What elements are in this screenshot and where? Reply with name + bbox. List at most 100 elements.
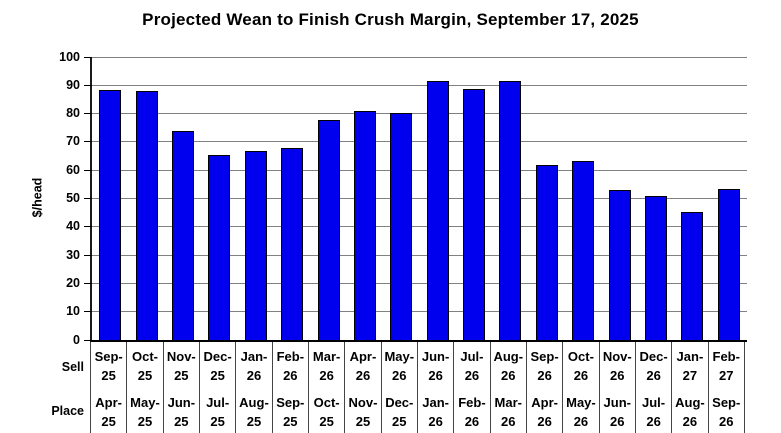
sell-label: Jan- 26 — [236, 345, 271, 387]
bar-slot — [310, 57, 346, 340]
bar-slot — [711, 57, 747, 340]
sell-label: Apr- 26 — [345, 345, 380, 387]
sell-label: Jul- 26 — [454, 345, 489, 387]
bar-Dec-25 — [208, 155, 231, 340]
label-line: 26 — [319, 368, 334, 383]
place-label: Oct- 25 — [309, 391, 344, 433]
bar-Apr-26 — [353, 111, 376, 340]
bar-slot — [347, 57, 383, 340]
place-label: Dec- 25 — [382, 391, 417, 433]
y-tick-label: 60 — [66, 162, 80, 177]
label-line: 26 — [464, 414, 480, 429]
gridline — [92, 226, 747, 228]
label-line: Apr- — [349, 349, 377, 364]
label-line: Dec- — [385, 395, 414, 410]
bar-slot — [92, 57, 128, 340]
bar-slot — [383, 57, 419, 340]
plot-area: 0 10 20 30 40 50 60 70 80 90 100 — [59, 50, 747, 347]
label-line: 26 — [428, 414, 443, 429]
y-tick-label: 80 — [66, 106, 80, 121]
place-label: May- 25 — [127, 391, 162, 433]
label-line: 25 — [210, 368, 225, 383]
x-label-column: Sep- 26 Apr- 26 — [525, 342, 562, 433]
gridline — [92, 282, 747, 284]
label-line: May- — [130, 395, 160, 410]
place-label: Jun- 26 — [600, 391, 635, 433]
label-line: 26 — [392, 368, 407, 383]
bar-Nov-25 — [171, 131, 194, 340]
label-line: Dec- — [639, 349, 668, 364]
bar-slot — [238, 57, 274, 340]
place-label: May- 26 — [563, 391, 598, 433]
bar-Feb-26 — [281, 147, 304, 340]
label-line: 25 — [137, 414, 153, 429]
y-tick-mark — [84, 254, 92, 256]
sell-label: Sep- 26 — [527, 345, 562, 387]
label-line: 25 — [392, 414, 407, 429]
label-line: May- — [566, 395, 596, 410]
label-line: 26 — [501, 368, 516, 383]
sell-label: Oct- 26 — [563, 345, 598, 387]
y-tick-label: 90 — [66, 77, 80, 92]
bar-Oct-26 — [572, 160, 595, 340]
x-label-column: Dec- 26 Jul- 26 — [634, 342, 671, 433]
label-line: Nov- — [348, 395, 378, 410]
label-line: 25 — [319, 414, 334, 429]
bar-slot — [456, 57, 492, 340]
bar-Mar-26 — [317, 119, 340, 340]
label-line: Jan- — [240, 349, 268, 364]
x-label-column: Apr- 26 Nov- 25 — [344, 342, 380, 433]
label-line: 25 — [283, 414, 298, 429]
label-line: 26 — [573, 368, 589, 383]
bar-Jul-26 — [463, 88, 486, 340]
y-tick-mark — [84, 339, 92, 341]
y-tick-mark — [84, 84, 92, 86]
y-tick-label: 30 — [66, 247, 80, 262]
label-line: 26 — [501, 414, 516, 429]
bar-slot — [529, 57, 565, 340]
x-label-column: May- 26 Dec- 25 — [380, 342, 417, 433]
label-line: Aug- — [239, 395, 269, 410]
label-line: Jul- — [460, 349, 484, 364]
bar-slot — [128, 57, 164, 340]
label-line: Nov- — [602, 349, 632, 364]
bar-slot — [492, 57, 528, 340]
place-label: Jan- 26 — [418, 391, 453, 433]
y-tick-mark — [84, 311, 92, 313]
bar-Nov-26 — [608, 190, 631, 340]
label-line: 26 — [537, 414, 552, 429]
label-line: 26 — [610, 414, 625, 429]
gridline — [92, 311, 747, 313]
place-label: Apr- 26 — [527, 391, 562, 433]
gridline — [92, 198, 747, 199]
bar-slot — [601, 57, 637, 340]
y-tick-label: 10 — [66, 304, 80, 319]
label-line: Jul- — [206, 395, 230, 410]
bar-Sep-25 — [99, 89, 122, 340]
label-line: Jun- — [603, 395, 631, 410]
y-tick-label: 50 — [66, 191, 80, 205]
x-label-column: Jan- 27 Aug- 26 — [671, 342, 707, 433]
label-line: Feb- — [276, 349, 305, 364]
gridline — [92, 141, 747, 143]
label-line: 26 — [283, 368, 298, 383]
place-label: Sep- 26 — [709, 391, 744, 433]
bar-Jun-26 — [426, 81, 449, 340]
bar-Dec-26 — [645, 196, 668, 340]
y-tick-mark — [84, 56, 92, 58]
y-tick-mark — [84, 169, 92, 171]
label-line: Feb- — [458, 395, 486, 410]
label-line: Sep- — [530, 349, 559, 364]
label-line: 25 — [355, 414, 371, 429]
bar-slot — [201, 57, 237, 340]
label-line: 25 — [210, 414, 225, 429]
place-label: Feb- 26 — [454, 391, 489, 433]
y-tick-mark — [84, 282, 92, 284]
bar-Oct-25 — [135, 91, 158, 340]
sell-label: Dec- 25 — [200, 345, 235, 387]
label-line: Sep- — [94, 349, 123, 364]
label-line: Feb- — [712, 349, 740, 364]
sell-label: Nov- 26 — [600, 345, 635, 387]
sell-label: Feb- 27 — [709, 345, 744, 387]
label-line: 25 — [101, 368, 116, 383]
